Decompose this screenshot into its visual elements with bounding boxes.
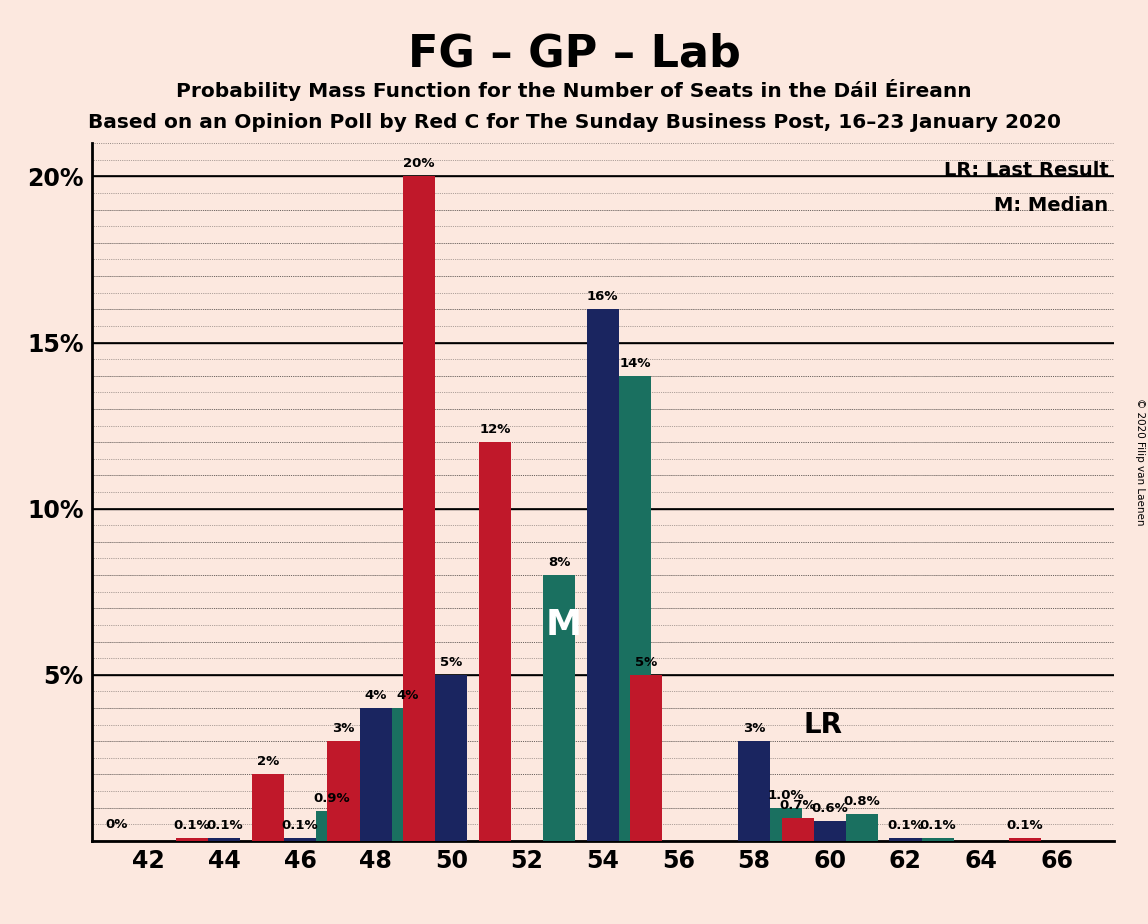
- Text: FG – GP – Lab: FG – GP – Lab: [408, 32, 740, 76]
- Text: M: M: [546, 608, 582, 642]
- Text: Probability Mass Function for the Number of Seats in the Dáil Éireann: Probability Mass Function for the Number…: [176, 79, 972, 101]
- Bar: [435, 675, 467, 841]
- Text: LR: LR: [804, 711, 843, 738]
- Text: 3%: 3%: [743, 723, 766, 736]
- Bar: [391, 708, 424, 841]
- Bar: [176, 837, 208, 841]
- Text: 0.6%: 0.6%: [812, 802, 848, 815]
- Text: 4%: 4%: [396, 689, 419, 702]
- Text: 0.1%: 0.1%: [281, 819, 318, 832]
- Bar: [479, 443, 511, 841]
- Bar: [284, 837, 316, 841]
- Bar: [251, 774, 284, 841]
- Text: 0.1%: 0.1%: [173, 819, 210, 832]
- Bar: [403, 176, 435, 841]
- Bar: [814, 821, 846, 841]
- Text: 5%: 5%: [635, 656, 658, 669]
- Text: 0.9%: 0.9%: [313, 792, 350, 805]
- Bar: [327, 741, 359, 841]
- Bar: [922, 837, 954, 841]
- Text: LR: Last Result: LR: Last Result: [944, 161, 1109, 179]
- Bar: [543, 575, 575, 841]
- Bar: [359, 708, 391, 841]
- Text: M: Median: M: Median: [994, 196, 1109, 214]
- Bar: [738, 741, 770, 841]
- Text: 0%: 0%: [106, 818, 127, 831]
- Text: 0.1%: 0.1%: [1007, 819, 1042, 832]
- Text: 8%: 8%: [548, 556, 571, 569]
- Text: 0.7%: 0.7%: [779, 798, 816, 811]
- Bar: [316, 811, 348, 841]
- Text: Based on an Opinion Poll by Red C for The Sunday Business Post, 16–23 January 20: Based on an Opinion Poll by Red C for Th…: [87, 113, 1061, 132]
- Bar: [587, 310, 619, 841]
- Text: 5%: 5%: [440, 656, 463, 669]
- Text: 2%: 2%: [257, 756, 279, 769]
- Text: 16%: 16%: [587, 290, 619, 303]
- Bar: [1009, 837, 1041, 841]
- Text: 0.1%: 0.1%: [920, 819, 956, 832]
- Text: 3%: 3%: [332, 723, 355, 736]
- Bar: [846, 814, 878, 841]
- Text: 14%: 14%: [619, 357, 651, 370]
- Bar: [630, 675, 662, 841]
- Text: 0.1%: 0.1%: [887, 819, 924, 832]
- Bar: [782, 818, 814, 841]
- Text: 0.1%: 0.1%: [205, 819, 242, 832]
- Bar: [890, 837, 922, 841]
- Bar: [619, 376, 651, 841]
- Bar: [770, 808, 802, 841]
- Text: 12%: 12%: [479, 423, 511, 436]
- Text: © 2020 Filip van Laenen: © 2020 Filip van Laenen: [1135, 398, 1145, 526]
- Text: 1.0%: 1.0%: [768, 789, 805, 802]
- Text: 20%: 20%: [403, 157, 435, 170]
- Text: 0.8%: 0.8%: [844, 796, 881, 808]
- Text: 4%: 4%: [364, 689, 387, 702]
- Bar: [208, 837, 240, 841]
